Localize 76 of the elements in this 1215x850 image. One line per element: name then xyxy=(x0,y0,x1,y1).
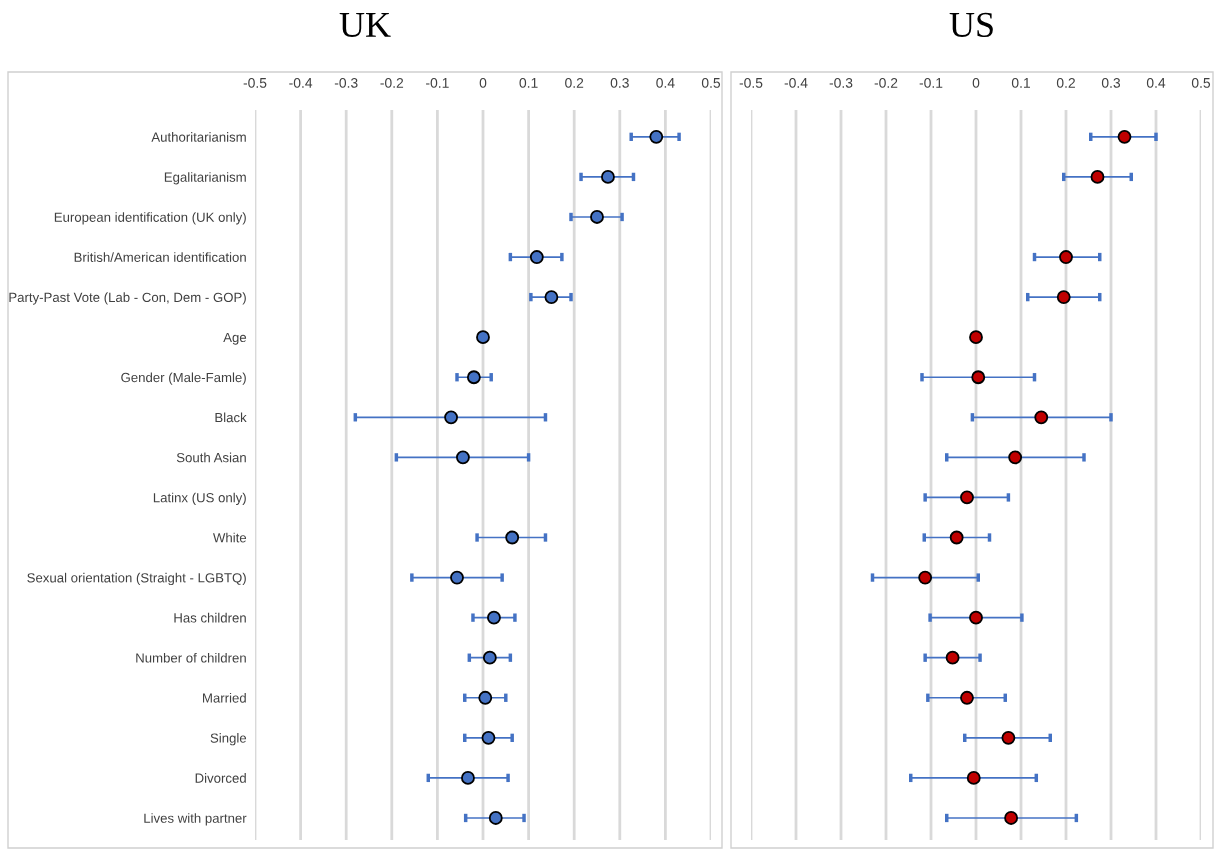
point xyxy=(488,811,503,825)
y-tick-label: Number of children xyxy=(136,652,246,663)
point xyxy=(966,770,981,785)
x-tick-label: -0.5 xyxy=(739,77,763,88)
point xyxy=(476,330,490,345)
point xyxy=(444,410,458,425)
point xyxy=(649,129,664,144)
point xyxy=(1034,410,1049,425)
point xyxy=(971,370,986,385)
y-tick-label: Married xyxy=(203,692,246,703)
point xyxy=(960,690,974,705)
point xyxy=(481,730,496,745)
y-tick-label: Lives with partner xyxy=(144,813,247,826)
point xyxy=(1004,811,1019,825)
x-tick-label: 0.5 xyxy=(1191,77,1211,88)
x-tick-label: -0.1 xyxy=(426,77,449,88)
x-tick-label: -0.2 xyxy=(380,77,404,88)
x-tick-label: 0.4 xyxy=(1146,77,1166,88)
point xyxy=(918,570,933,585)
y-tick-label: Gender (Male-Famle) xyxy=(121,372,246,385)
point xyxy=(466,370,481,385)
chart-title: UK xyxy=(339,13,391,38)
point xyxy=(505,530,520,545)
x-tick-label: 0.2 xyxy=(1056,77,1075,88)
point xyxy=(1090,169,1105,184)
y-tick-label: Sexual orientation (Straight - LGBTQ) xyxy=(27,572,246,586)
x-tick-label: 0 xyxy=(972,77,980,88)
x-tick-label: -0.5 xyxy=(243,77,267,88)
y-tick-label: European identification (UK only) xyxy=(54,212,246,225)
x-tick-label: -0.3 xyxy=(829,77,853,88)
x-tick-label: -0.3 xyxy=(334,77,358,88)
x-tick-label: 0.1 xyxy=(519,77,538,88)
y-tick-label: Authoritarianism xyxy=(151,132,246,142)
y-tick-label: Egalitarianism xyxy=(164,172,246,185)
x-tick-label: 0.2 xyxy=(565,77,584,88)
y-tick-label: Single xyxy=(210,733,247,746)
x-tick-label: -0.2 xyxy=(874,77,898,88)
x-tick-label: -0.4 xyxy=(784,77,808,88)
point xyxy=(461,770,475,785)
chart-title: US xyxy=(949,12,993,38)
y-tick-label: South Asian xyxy=(176,452,246,463)
point xyxy=(1117,129,1132,144)
x-tick-label: 0.1 xyxy=(1011,77,1030,88)
y-tick-label: Has children xyxy=(174,612,246,623)
point xyxy=(1059,250,1073,264)
y-tick-label: Age xyxy=(223,332,247,345)
x-tick-label: -0.4 xyxy=(289,77,313,88)
point xyxy=(945,650,960,665)
x-tick-label: 0.5 xyxy=(701,77,721,88)
point xyxy=(529,250,544,264)
x-tick-label: 0.3 xyxy=(610,77,629,88)
point xyxy=(478,690,493,705)
y-tick-label: Black xyxy=(215,412,247,423)
x-tick-label: 0.3 xyxy=(1101,77,1121,88)
point xyxy=(960,490,974,505)
y-tick-label: Party-Past Vote (Lab - Con, Dem - GOP) xyxy=(9,292,246,305)
point xyxy=(949,530,964,545)
x-tick-label: 0 xyxy=(479,77,487,88)
y-tick-label: White xyxy=(213,532,247,543)
point xyxy=(487,610,501,625)
point xyxy=(1001,730,1016,745)
point xyxy=(1008,450,1023,465)
x-tick-label: -0.1 xyxy=(919,77,943,88)
point xyxy=(590,210,604,224)
point xyxy=(601,169,615,184)
point xyxy=(456,450,470,465)
point xyxy=(482,650,497,665)
x-tick-label: 0.4 xyxy=(656,77,675,88)
y-tick-label: Divorced xyxy=(195,773,246,783)
point xyxy=(969,610,983,625)
y-tick-label: British/American identification xyxy=(74,252,246,262)
point xyxy=(1056,290,1071,305)
point xyxy=(544,290,559,305)
point xyxy=(450,570,464,585)
y-tick-label: Latinx (US only) xyxy=(153,492,246,505)
point xyxy=(969,330,983,345)
